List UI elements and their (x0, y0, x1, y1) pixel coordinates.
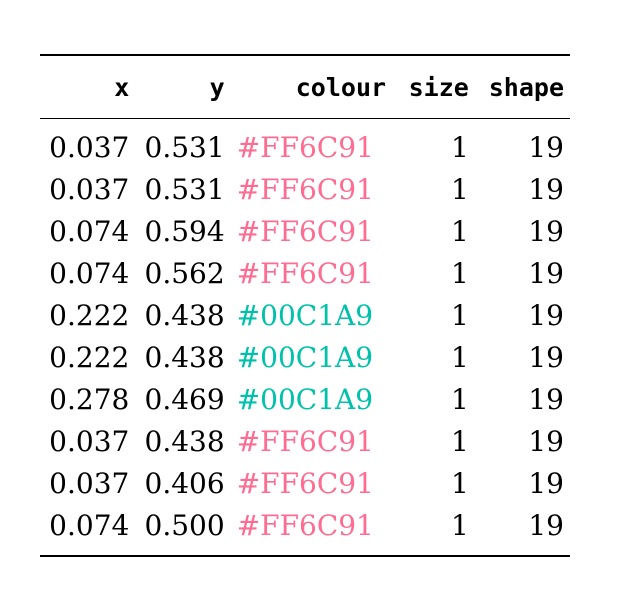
cell-x: 0.222 (49, 299, 130, 332)
cell-colour: #FF6C91 (236, 173, 374, 206)
cell-shape: 19 (528, 341, 564, 374)
cell-y: 0.531 (144, 131, 225, 164)
cell-y: 0.469 (144, 383, 225, 416)
cell-size: 1 (450, 425, 469, 458)
cell-shape: 19 (528, 131, 564, 164)
cell-size: 1 (450, 467, 469, 500)
cell-x: 0.037 (49, 467, 130, 500)
cell-y: 0.500 (135, 505, 231, 557)
cell-y: 0.438 (144, 341, 225, 374)
cell-size: 1 (450, 131, 469, 164)
data-table: x y colour size shape 0.037 0.531 #FF6C91 1… (40, 54, 570, 557)
cell-x: 0.037 (49, 425, 130, 458)
cell-shape: 19 (528, 383, 564, 416)
cell-x: 0.278 (49, 383, 130, 416)
cell-size: 1 (450, 341, 469, 374)
table-row: 0.037 0.406 #FF6C91 1 19 (40, 463, 570, 505)
cell-shape: 19 (474, 505, 570, 557)
table-row: 0.037 0.531 #FF6C91 1 19 (40, 119, 570, 170)
cell-y: 0.438 (144, 425, 225, 458)
cell-x: 0.037 (49, 131, 130, 164)
table-header-row: x y colour size shape (40, 54, 570, 119)
table-row: 0.074 0.562 #FF6C91 1 19 (40, 253, 570, 295)
cell-x: 0.037 (49, 173, 130, 206)
table-row: 0.222 0.438 #00C1A9 1 19 (40, 295, 570, 337)
table-row: 0.037 0.438 #FF6C91 1 19 (40, 421, 570, 463)
cell-colour: #FF6C91 (236, 425, 374, 458)
header-y: y (135, 54, 231, 119)
data-table-container: x y colour size shape 0.037 0.531 #FF6C91 1… (40, 54, 570, 557)
cell-y: 0.438 (144, 299, 225, 332)
cell-shape: 19 (528, 299, 564, 332)
cell-shape: 19 (528, 215, 564, 248)
cell-colour: #FF6C91 (236, 215, 374, 248)
cell-size: 1 (450, 257, 469, 290)
cell-colour: #FF6C91 (236, 131, 374, 164)
cell-colour: #FF6C91 (236, 257, 374, 290)
cell-colour: #00C1A9 (236, 299, 374, 332)
cell-colour: #00C1A9 (236, 341, 374, 374)
header-x: x (40, 54, 136, 119)
table-row: 0.037 0.531 #FF6C91 1 19 (40, 169, 570, 211)
cell-shape: 19 (528, 467, 564, 500)
cell-y: 0.562 (144, 257, 225, 290)
cell-shape: 19 (528, 257, 564, 290)
cell-size: 1 (450, 215, 469, 248)
cell-size: 1 (450, 173, 469, 206)
cell-x: 0.074 (49, 215, 130, 248)
cell-size: 1 (450, 383, 469, 416)
cell-x: 0.222 (49, 341, 130, 374)
cell-size: 1 (392, 505, 475, 557)
cell-x: 0.074 (40, 505, 136, 557)
table-body: 0.037 0.531 #FF6C91 1 19 0.037 0.531 #FF6C91 1 19… (40, 119, 570, 557)
table-row: 0.278 0.469 #00C1A9 1 19 (40, 379, 570, 421)
table-row: 0.074 0.594 #FF6C91 1 19 (40, 211, 570, 253)
header-size: size (392, 54, 475, 119)
cell-y: 0.406 (144, 467, 225, 500)
cell-y: 0.531 (144, 173, 225, 206)
table-row: 0.074 0.500 #FF6C91 1 19 (40, 505, 570, 557)
cell-colour: #FF6C91 (236, 467, 374, 500)
cell-colour: #FF6C91 (230, 505, 393, 557)
table-row: 0.222 0.438 #00C1A9 1 19 (40, 337, 570, 379)
cell-size: 1 (450, 299, 469, 332)
cell-shape: 19 (528, 173, 564, 206)
header-shape: shape (474, 54, 570, 119)
cell-colour: #00C1A9 (236, 383, 374, 416)
cell-shape: 19 (528, 425, 564, 458)
header-colour: colour (230, 54, 393, 119)
cell-y: 0.594 (144, 215, 225, 248)
cell-x: 0.074 (49, 257, 130, 290)
